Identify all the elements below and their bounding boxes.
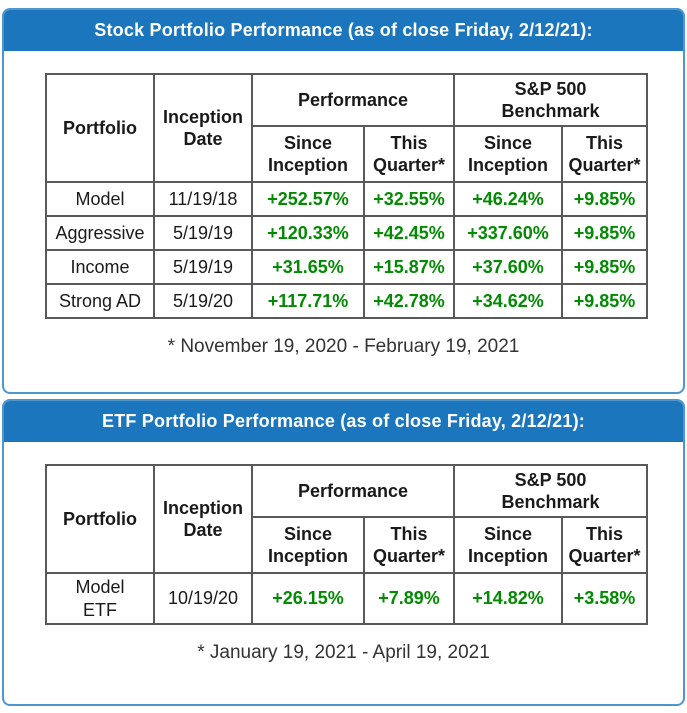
- performance-value-cell: +117.71%: [251, 283, 365, 319]
- performance-value-cell: +34.62%: [453, 283, 563, 319]
- inception-date-cell: 11/19/18: [153, 181, 253, 217]
- etf-table-wrap: Portfolio Inception Date Performance S&P…: [4, 442, 683, 625]
- portfolio-cell: Income: [45, 249, 155, 285]
- table-row: Income 5/19/19 +31.65% +15.87% +37.60% +9.85%: [45, 249, 649, 285]
- performance-value-cell: +3.58%: [560, 572, 649, 625]
- etf-performance-table: Portfolio Inception Date Performance S&P…: [45, 464, 649, 625]
- table-header-row-groups: Portfolio Inception Date Performance S&P…: [45, 73, 649, 183]
- stock-performance-table: Portfolio Inception Date Performance S&P…: [45, 73, 649, 319]
- portfolio-cell: Strong AD: [45, 283, 155, 319]
- table-row: Model 11/19/18 +252.57% +32.55% +46.24% +9.85…: [45, 181, 649, 217]
- performance-value-cell: +42.45%: [363, 215, 455, 251]
- portfolio-column-header: Portfolio: [45, 73, 155, 183]
- benchmark-group-header: S&P 500 Benchmark: [452, 464, 649, 518]
- table-row: Model ETF 10/19/20 +26.15% +7.89% +14.82% +3.…: [45, 572, 649, 625]
- table-header-row-subs: Since Inception This Quarter* Since Ince…: [46, 516, 649, 574]
- etf-footnote: * January 19, 2021 - April 19, 2021: [197, 642, 490, 663]
- performance-value-cell: +26.15%: [251, 572, 365, 625]
- performance-value-cell: +15.87%: [363, 249, 455, 285]
- inception-date-cell: 5/19/19: [153, 249, 253, 285]
- performance-value-cell: +42.78%: [363, 283, 455, 319]
- performance-value-cell: +31.65%: [251, 249, 365, 285]
- portfolio-cell: Model ETF: [45, 572, 155, 625]
- benchmark-this-quarter-header: This Quarter*: [560, 516, 649, 574]
- inception-date-cell: 5/19/19: [153, 215, 253, 251]
- performance-group-header: Performance: [251, 73, 455, 127]
- table-row: Aggressive 5/19/19 +120.33% +42.45% +337.60%…: [45, 215, 649, 251]
- stock-section-title: Stock Portfolio Performance (as of close…: [4, 10, 683, 51]
- stock-footnote: * November 19, 2020 - February 19, 2021: [167, 336, 520, 357]
- inception-date-cell: 5/19/20: [153, 283, 253, 319]
- etf-section-title: ETF Portfolio Performance (as of close F…: [4, 401, 683, 442]
- inception-date-cell: 10/19/20: [153, 572, 253, 625]
- table-header-row-subs: Since Inception This Quarter* Since Ince…: [46, 125, 649, 183]
- performance-value-cell: +14.82%: [453, 572, 563, 625]
- benchmark-this-quarter-header: This Quarter*: [560, 125, 649, 183]
- table-header-row-groups: Portfolio Inception Date Performance S&P…: [45, 464, 649, 574]
- performance-value-cell: +120.33%: [251, 215, 365, 251]
- performance-value-cell: +37.60%: [453, 249, 563, 285]
- stock-table-wrap: Portfolio Inception Date Performance S&P…: [4, 51, 683, 319]
- performance-value-cell: +337.60%: [453, 215, 563, 251]
- benchmark-since-inception-header: Since Inception: [453, 125, 563, 183]
- stock-portfolio-section: Stock Portfolio Performance (as of close…: [2, 8, 685, 394]
- performance-value-cell: +9.85%: [560, 215, 649, 251]
- performance-value-cell: +32.55%: [363, 181, 455, 217]
- performance-value-cell: +7.89%: [363, 572, 455, 625]
- inception-date-column-header: Inception Date: [153, 464, 253, 574]
- performance-value-cell: +252.57%: [251, 181, 365, 217]
- performance-value-cell: +9.85%: [560, 249, 649, 285]
- inception-date-column-header: Inception Date: [153, 73, 253, 183]
- since-inception-header: Since Inception: [251, 516, 365, 574]
- performance-group-header: Performance: [251, 464, 455, 518]
- benchmark-group-header: S&P 500 Benchmark: [452, 73, 649, 127]
- this-quarter-header: This Quarter*: [363, 516, 455, 574]
- this-quarter-header: This Quarter*: [363, 125, 455, 183]
- performance-value-cell: +46.24%: [453, 181, 563, 217]
- performance-value-cell: +9.85%: [560, 283, 649, 319]
- since-inception-header: Since Inception: [251, 125, 365, 183]
- etf-portfolio-section: ETF Portfolio Performance (as of close F…: [2, 399, 685, 706]
- portfolio-cell: Aggressive: [45, 215, 155, 251]
- benchmark-since-inception-header: Since Inception: [453, 516, 563, 574]
- portfolio-column-header: Portfolio: [45, 464, 155, 574]
- portfolio-cell: Model: [45, 181, 155, 217]
- performance-value-cell: +9.85%: [560, 181, 649, 217]
- table-row: Strong AD 5/19/20 +117.71% +42.78% +34.62% +9…: [45, 283, 649, 319]
